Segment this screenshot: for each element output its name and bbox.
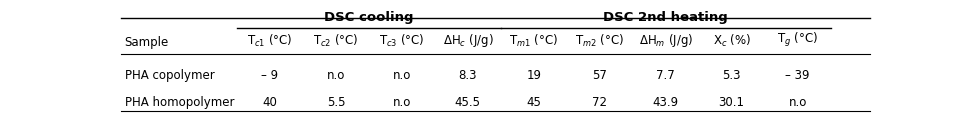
Text: T$_{c2}$ (°C): T$_{c2}$ (°C): [313, 33, 359, 49]
Text: T$_{g}$ (°C): T$_{g}$ (°C): [777, 31, 818, 49]
Text: n.o: n.o: [393, 96, 411, 109]
Text: 57: 57: [593, 69, 607, 82]
Text: 45: 45: [526, 96, 542, 109]
Text: – 9: – 9: [261, 69, 278, 82]
Text: DSC cooling: DSC cooling: [324, 11, 414, 24]
Text: 43.9: 43.9: [653, 96, 679, 109]
Text: T$_{c3}$ (°C): T$_{c3}$ (°C): [379, 33, 425, 49]
Text: T$_{m1}$ (°C): T$_{m1}$ (°C): [510, 33, 558, 49]
Text: T$_{c1}$ (°C): T$_{c1}$ (°C): [248, 33, 293, 49]
Text: 72: 72: [592, 96, 607, 109]
Text: T$_{m2}$ (°C): T$_{m2}$ (°C): [575, 33, 625, 49]
Text: n.o: n.o: [788, 96, 806, 109]
Text: ΔH$_{c}$ (J/g): ΔH$_{c}$ (J/g): [443, 32, 493, 49]
Text: n.o: n.o: [327, 69, 345, 82]
Text: 45.5: 45.5: [454, 96, 481, 109]
Text: 7.7: 7.7: [657, 69, 675, 82]
Text: ΔH$_{m}$ (J/g): ΔH$_{m}$ (J/g): [638, 32, 692, 49]
Text: 19: 19: [526, 69, 542, 82]
Text: 8.3: 8.3: [458, 69, 477, 82]
Text: 30.1: 30.1: [718, 96, 745, 109]
Text: 5.3: 5.3: [722, 69, 741, 82]
Text: Sample: Sample: [125, 36, 169, 49]
Text: n.o: n.o: [393, 69, 411, 82]
Text: X$_{c}$ (%): X$_{c}$ (%): [713, 33, 750, 49]
Text: 40: 40: [263, 96, 278, 109]
Text: – 39: – 39: [785, 69, 809, 82]
Text: PHA homopolymer: PHA homopolymer: [125, 96, 234, 109]
Text: PHA copolymer: PHA copolymer: [125, 69, 215, 82]
Text: 5.5: 5.5: [327, 96, 345, 109]
Text: DSC 2nd heating: DSC 2nd heating: [603, 11, 728, 24]
